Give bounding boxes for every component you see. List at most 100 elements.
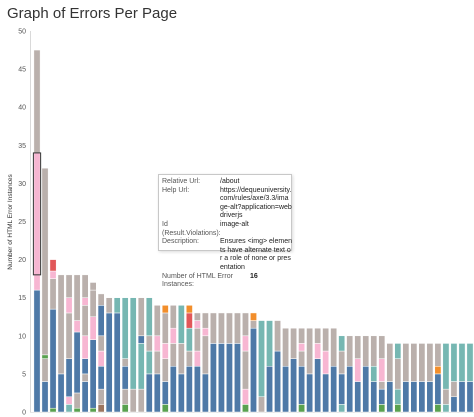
bar-segment[interactable] (49, 259, 57, 272)
bar-segment[interactable] (161, 305, 169, 314)
bar-segment[interactable] (258, 396, 265, 413)
bar-segment[interactable] (97, 335, 105, 352)
bar-segment[interactable] (378, 358, 386, 382)
bar-segment[interactable] (33, 289, 41, 413)
bar-segment[interactable] (185, 366, 193, 413)
bar-segment[interactable] (41, 167, 49, 356)
bar-segment[interactable] (450, 343, 458, 382)
bar-segment[interactable] (378, 381, 386, 390)
bar-segment[interactable] (65, 404, 73, 413)
bar-segment[interactable] (298, 327, 305, 344)
bar[interactable] (121, 297, 129, 413)
bar-segment[interactable] (282, 366, 289, 413)
bar-segment[interactable] (202, 327, 209, 337)
bar-segment[interactable] (338, 350, 346, 375)
bar[interactable] (89, 282, 97, 413)
bar-segment[interactable] (450, 396, 458, 413)
bar-segment[interactable] (57, 274, 65, 375)
bar-segment[interactable] (242, 388, 249, 405)
bar-segment[interactable] (97, 388, 105, 405)
bar[interactable] (346, 335, 354, 413)
bar-segment[interactable] (394, 404, 402, 413)
bar-segment[interactable] (49, 308, 57, 409)
bar-segment[interactable] (226, 343, 233, 413)
bar-segment[interactable] (322, 373, 330, 413)
bar[interactable] (362, 335, 370, 413)
bar-segment[interactable] (386, 343, 394, 382)
bar-segment[interactable] (129, 297, 137, 390)
bar-segment[interactable] (434, 343, 442, 367)
bar[interactable] (418, 343, 426, 413)
bar[interactable] (258, 320, 265, 413)
bar-segment[interactable] (105, 297, 113, 314)
bar-segment[interactable] (378, 404, 386, 413)
bar-segment[interactable] (137, 343, 145, 390)
bar-segment[interactable] (89, 289, 97, 317)
bar-segment[interactable] (97, 350, 105, 367)
bar-segment[interactable] (218, 343, 225, 413)
bar-segment[interactable] (97, 305, 105, 337)
bar-segment[interactable] (153, 305, 161, 337)
bar-segment[interactable] (73, 392, 81, 409)
bar-segment[interactable] (370, 381, 378, 413)
bar-segment[interactable] (378, 335, 386, 359)
bar[interactable] (298, 327, 305, 413)
bar[interactable] (434, 343, 442, 413)
bar-segment[interactable] (290, 358, 297, 413)
bar[interactable] (194, 312, 201, 413)
bar[interactable] (330, 327, 338, 413)
bar[interactable] (169, 305, 177, 413)
bar-segment[interactable] (370, 366, 378, 382)
bar-segment[interactable] (266, 320, 273, 367)
bar-segment[interactable] (418, 381, 426, 413)
bar-segment[interactable] (185, 305, 193, 314)
bar[interactable] (378, 335, 386, 413)
bar[interactable] (153, 305, 161, 413)
bar-segment[interactable] (177, 305, 185, 344)
bar[interactable] (73, 274, 81, 413)
bar-segment[interactable] (185, 327, 193, 352)
bar-segment[interactable] (161, 343, 169, 359)
bar-segment[interactable] (458, 381, 466, 413)
bar-segment[interactable] (137, 388, 145, 413)
bar-segment[interactable] (434, 404, 442, 413)
bar-segment[interactable] (81, 274, 89, 298)
bar-segment[interactable] (73, 274, 81, 321)
bar-segment[interactable] (402, 381, 410, 413)
bar-segment[interactable] (145, 297, 153, 337)
bar-segment[interactable] (169, 305, 177, 329)
bar-segment[interactable] (298, 350, 305, 367)
bar[interactable] (145, 297, 153, 413)
bar[interactable] (33, 49, 41, 413)
bar-segment[interactable] (322, 350, 330, 375)
bar-segment[interactable] (153, 373, 161, 413)
bar-segment[interactable] (161, 404, 169, 413)
bar-segment[interactable] (362, 366, 370, 413)
bar-segment[interactable] (402, 343, 410, 382)
bar-segment[interactable] (81, 335, 89, 359)
bar[interactable] (242, 312, 249, 413)
bar-segment[interactable] (434, 366, 442, 375)
bar-segment[interactable] (314, 327, 322, 344)
bar-segment[interactable] (210, 343, 217, 413)
bar-segment[interactable] (314, 343, 322, 359)
bar-segment[interactable] (161, 358, 169, 382)
bar[interactable] (290, 327, 297, 413)
bar-segment[interactable] (49, 270, 57, 279)
bar-segment[interactable] (65, 396, 73, 405)
bar[interactable] (250, 312, 257, 413)
bar-segment[interactable] (338, 335, 346, 352)
bar-segment[interactable] (161, 381, 169, 405)
bar-segment[interactable] (169, 343, 177, 367)
bar-segment[interactable] (362, 335, 370, 367)
bar-segment[interactable] (378, 388, 386, 405)
bar-segment[interactable] (121, 366, 129, 390)
bar[interactable] (202, 312, 209, 413)
bar-segment[interactable] (113, 312, 121, 413)
bar-segment[interactable] (105, 312, 113, 413)
bar-segment[interactable] (338, 373, 346, 405)
bar-segment[interactable] (145, 350, 153, 375)
bar-segment[interactable] (426, 343, 434, 382)
bar-segment[interactable] (121, 297, 129, 359)
bar-segment[interactable] (234, 312, 241, 344)
